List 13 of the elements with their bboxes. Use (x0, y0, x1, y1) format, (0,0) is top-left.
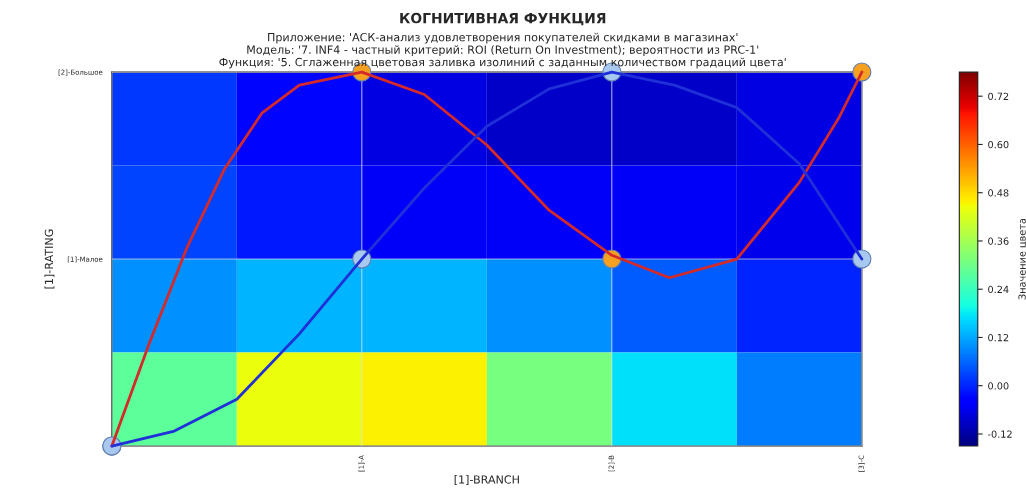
color-bar-label: 0.48 (988, 189, 1009, 197)
color-bar-label: 0.72 (988, 92, 1009, 101)
chart-title: КОГНИТИВНАЯ ФУНКЦИЯ (400, 12, 606, 26)
color-bar-label: 0.12 (988, 333, 1009, 342)
color-bar-label: -0.12 (987, 430, 1012, 438)
chart-subtitle: Приложение: 'АСК-анализ удовлетворения покупателей скидками в магазинах' Модель: '7. INF4 - частный критерий: ROI (Return On Investment); вероятности из PRC-1' Функция: '5. Сглаженная цветовая заливка изолиний с заданным количеством градаций цвета' (219, 32, 786, 69)
color-bar-label: 0.60 (988, 140, 1009, 149)
color-bar-title: Значение цвета (1018, 218, 1026, 300)
x-axis-title: [1]-BRANCH (454, 475, 519, 485)
color-bar-label: 0.00 (988, 382, 1009, 390)
color-bar-label: 0.24 (988, 285, 1009, 294)
y-axis-title: [1]-RATING (44, 229, 55, 289)
color-bar-label: 0.36 (988, 237, 1009, 245)
